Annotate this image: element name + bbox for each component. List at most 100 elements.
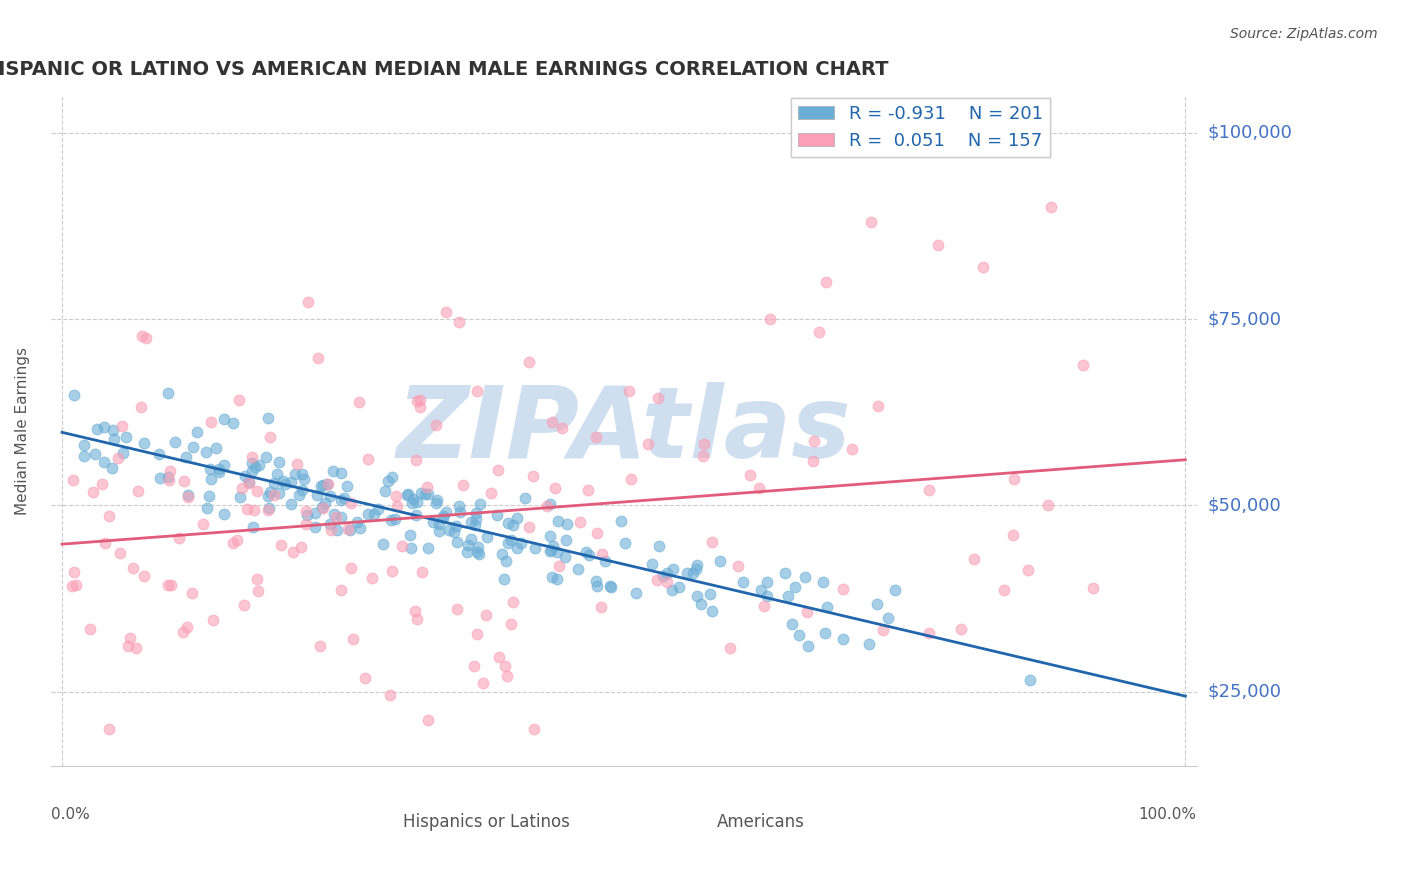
Hispanics or Latinos bbox=[641, 558, 664, 572]
Americans bbox=[131, 400, 153, 414]
Hispanics or Latinos bbox=[502, 517, 524, 532]
Americans bbox=[411, 566, 433, 580]
Americans bbox=[127, 484, 149, 499]
Hispanics or Latinos bbox=[538, 497, 561, 511]
Hispanics or Latinos bbox=[465, 544, 488, 558]
Americans bbox=[1017, 563, 1039, 577]
Hispanics or Latinos bbox=[460, 515, 482, 529]
Hispanics or Latinos bbox=[668, 580, 690, 594]
Hispanics or Latinos bbox=[491, 548, 513, 562]
Hispanics or Latinos bbox=[177, 488, 200, 502]
Hispanics or Latinos bbox=[326, 523, 349, 537]
Hispanics or Latinos bbox=[101, 460, 124, 475]
Hispanics or Latinos bbox=[814, 626, 837, 640]
Americans bbox=[494, 658, 516, 673]
Hispanics or Latinos bbox=[221, 416, 243, 430]
Americans bbox=[434, 305, 457, 319]
Hispanics or Latinos bbox=[690, 597, 713, 611]
Americans bbox=[181, 585, 204, 599]
Americans bbox=[159, 473, 181, 487]
Hispanics or Latinos bbox=[363, 507, 385, 521]
Hispanics or Latinos bbox=[398, 527, 420, 541]
Y-axis label: Median Male Earnings: Median Male Earnings bbox=[15, 347, 30, 515]
Americans bbox=[228, 392, 250, 407]
Americans bbox=[1001, 528, 1024, 542]
Hispanics or Latinos bbox=[554, 550, 576, 565]
Hispanics or Latinos bbox=[307, 488, 329, 502]
Hispanics or Latinos bbox=[813, 574, 835, 589]
Hispanics or Latinos bbox=[575, 545, 598, 559]
Americans bbox=[551, 421, 574, 435]
Americans bbox=[465, 626, 488, 640]
Hispanics or Latinos bbox=[274, 476, 297, 491]
Americans bbox=[285, 457, 308, 471]
Hispanics or Latinos bbox=[291, 467, 314, 481]
Hispanics or Latinos bbox=[624, 586, 647, 600]
Hispanics or Latinos bbox=[686, 589, 709, 603]
Americans bbox=[486, 463, 509, 477]
Hispanics or Latinos bbox=[496, 535, 519, 549]
Hispanics or Latinos bbox=[614, 536, 637, 550]
Hispanics or Latinos bbox=[200, 462, 222, 476]
Hispanics or Latinos bbox=[457, 538, 479, 552]
Hispanics or Latinos bbox=[510, 535, 533, 549]
Americans bbox=[868, 399, 890, 413]
Hispanics or Latinos bbox=[780, 617, 803, 632]
Americans bbox=[541, 415, 564, 429]
Americans bbox=[132, 569, 155, 583]
Hispanics or Latinos bbox=[346, 515, 368, 529]
Americans bbox=[547, 559, 569, 574]
Americans bbox=[294, 517, 316, 532]
Americans bbox=[79, 622, 101, 636]
Text: 0.0%: 0.0% bbox=[51, 806, 90, 822]
Hispanics or Latinos bbox=[465, 506, 488, 520]
Hispanics or Latinos bbox=[156, 385, 179, 400]
Text: ZIPAtlas: ZIPAtlas bbox=[396, 383, 851, 479]
Hispanics or Latinos bbox=[546, 572, 568, 586]
Americans bbox=[972, 260, 994, 274]
Hispanics or Latinos bbox=[599, 579, 621, 593]
Americans bbox=[591, 547, 613, 561]
Americans bbox=[502, 594, 524, 608]
Americans bbox=[463, 658, 485, 673]
Americans bbox=[391, 540, 413, 554]
Hispanics or Latinos bbox=[245, 459, 267, 474]
Americans bbox=[409, 400, 432, 414]
Americans bbox=[91, 477, 114, 491]
Americans bbox=[499, 617, 522, 632]
Hispanics or Latinos bbox=[330, 492, 353, 507]
Hispanics or Latinos bbox=[84, 448, 107, 462]
Americans bbox=[544, 481, 567, 495]
Americans bbox=[465, 384, 488, 399]
Americans bbox=[263, 488, 285, 502]
Americans bbox=[692, 450, 714, 464]
Hispanics or Latinos bbox=[675, 566, 697, 580]
Americans bbox=[576, 483, 599, 497]
Americans bbox=[172, 625, 194, 640]
Americans bbox=[124, 640, 146, 655]
Hispanics or Latinos bbox=[200, 472, 222, 486]
Hispanics or Latinos bbox=[547, 514, 569, 528]
Hispanics or Latinos bbox=[333, 491, 356, 506]
Hispanics or Latinos bbox=[567, 562, 589, 576]
Hispanics or Latinos bbox=[292, 472, 315, 486]
Americans bbox=[927, 237, 949, 252]
Americans bbox=[536, 500, 558, 514]
Americans bbox=[309, 639, 332, 653]
Hispanics or Latinos bbox=[540, 528, 562, 542]
Hispanics or Latinos bbox=[494, 573, 516, 587]
Hispanics or Latinos bbox=[174, 450, 197, 464]
Americans bbox=[120, 631, 142, 645]
Hispanics or Latinos bbox=[101, 423, 124, 437]
Americans bbox=[568, 516, 591, 530]
Americans bbox=[1039, 200, 1062, 214]
Americans bbox=[360, 571, 382, 585]
Hispanics or Latinos bbox=[699, 587, 721, 601]
Americans bbox=[65, 578, 87, 592]
Hispanics or Latinos bbox=[186, 425, 208, 439]
Hispanics or Latinos bbox=[263, 475, 285, 490]
Hispanics or Latinos bbox=[610, 514, 633, 528]
Hispanics or Latinos bbox=[475, 531, 498, 545]
Americans bbox=[738, 468, 761, 483]
Hispanics or Latinos bbox=[709, 554, 731, 568]
